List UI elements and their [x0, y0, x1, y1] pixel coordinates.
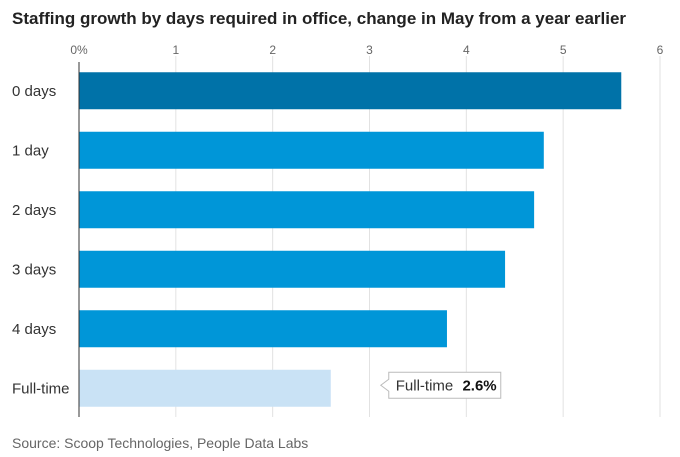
- source-note: Source: Scoop Technologies, People Data …: [12, 435, 309, 451]
- bars: [79, 72, 622, 407]
- annotation-callout-box: [379, 371, 502, 399]
- annotation-label: Full-time: [396, 377, 454, 394]
- category-label-full-time: Full-time: [12, 380, 70, 397]
- x-tick-label-5: 5: [560, 43, 567, 57]
- category-label-1-day: 1 day: [12, 142, 49, 159]
- category-labels: 0 days 1 day 2 days 3 days 4 days Full-time: [12, 83, 70, 398]
- bar-4-days: [79, 310, 447, 348]
- grid-lines: [175, 56, 661, 417]
- bar-2-days: [79, 191, 535, 229]
- bar-full-time: [79, 369, 331, 407]
- category-label-0-days: 0 days: [12, 83, 56, 100]
- category-label-4-days: 4 days: [12, 321, 56, 338]
- bar-0-days: [79, 72, 622, 110]
- annotation-text: Full-time 2.6%: [396, 377, 497, 394]
- category-label-2-days: 2 days: [12, 202, 56, 219]
- bar-3-days: [79, 250, 506, 288]
- x-tick-label-6: 6: [657, 43, 664, 57]
- x-tick-label-1: 1: [172, 43, 179, 57]
- x-tick-label-3: 3: [366, 43, 373, 57]
- category-label-3-days: 3 days: [12, 261, 56, 278]
- bar-1-day: [79, 131, 544, 169]
- annotation-value: 2.6%: [462, 377, 496, 394]
- chart-title: Staffing growth by days required in offi…: [12, 9, 627, 28]
- x-tick-label-2: 2: [269, 43, 276, 57]
- x-tick-label-0: 0%: [70, 43, 88, 57]
- x-tick-label-4: 4: [463, 43, 470, 57]
- x-axis-ticks: 0% 1 2 3 4 5 6: [70, 43, 663, 57]
- annotation: Full-time 2.6%: [379, 371, 502, 399]
